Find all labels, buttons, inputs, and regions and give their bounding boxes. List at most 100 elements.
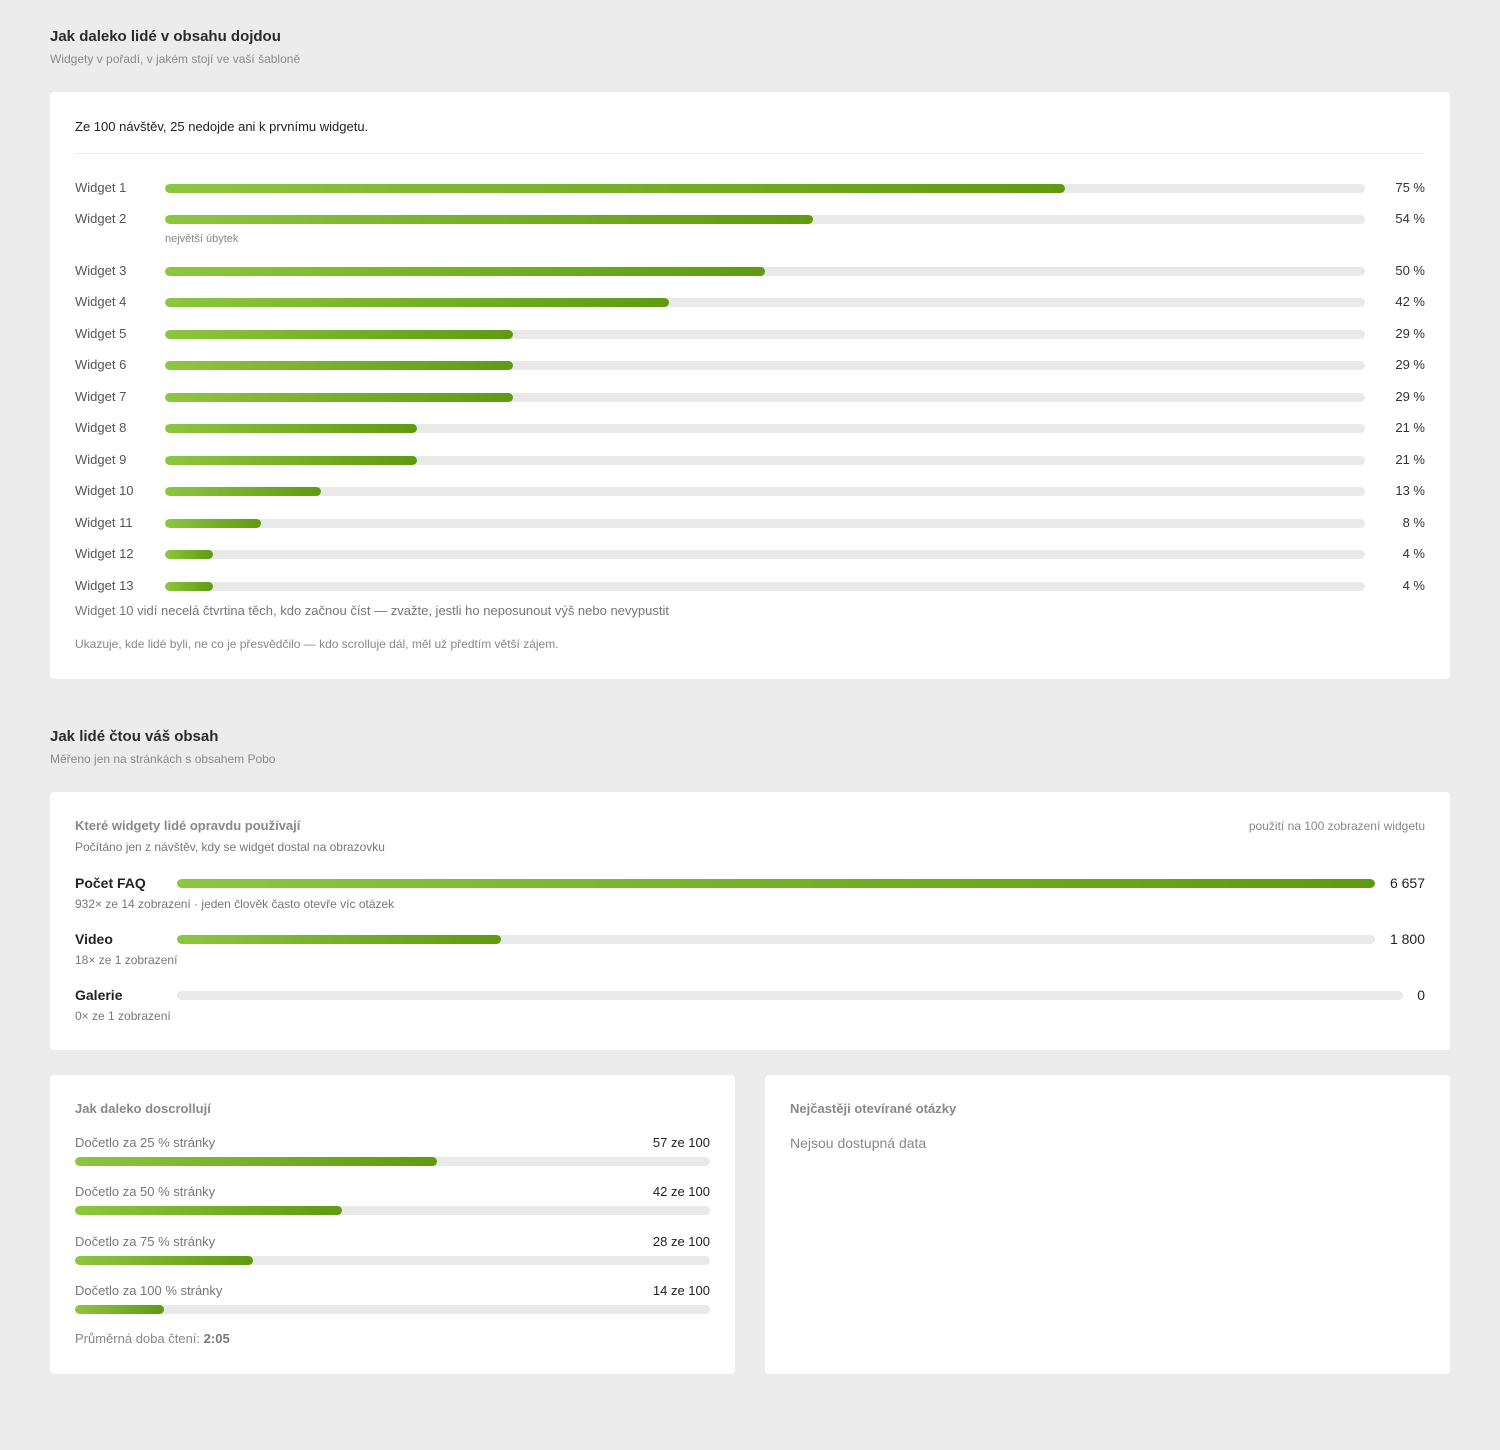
- scroll-row-label: Dočetlo za 100 % stránky: [75, 1283, 223, 1298]
- funnel-row-label: Widget 8: [75, 420, 127, 435]
- scroll-row: Dočetlo za 50 % stránky 42 ze 100: [75, 1184, 710, 1218]
- reading-section-title: Jak lidé čtou váš obsah: [50, 728, 219, 745]
- funnel-bar-track: [165, 456, 1365, 465]
- funnel-row: Widget 1 75 %: [75, 180, 1425, 196]
- funnel-row-label: Widget 10: [75, 483, 134, 498]
- funnel-row-value: 29 %: [1395, 389, 1425, 404]
- average-reading-time-value: 2:05: [203, 1331, 230, 1346]
- scroll-row-value: 14 ze 100: [652, 1283, 710, 1298]
- scroll-row-label: Dočetlo za 25 % stránky: [75, 1135, 216, 1150]
- funnel-row: Widget 11 8 %: [75, 515, 1425, 531]
- scroll-row-label: Dočetlo za 50 % stránky: [75, 1184, 216, 1199]
- funnel-row-value: 21 %: [1395, 452, 1425, 467]
- funnel-row-label: Widget 7: [75, 389, 127, 404]
- funnel-row: Widget 8 21 %: [75, 420, 1425, 436]
- funnel-card: Ze 100 návštěv, 25 nedojde ani k prvnímu…: [50, 92, 1450, 679]
- funnel-bar: [165, 582, 213, 591]
- funnel-bar-track: [165, 298, 1365, 307]
- funnel-bar: [165, 330, 513, 339]
- funnel-row-value: 8 %: [1402, 515, 1425, 530]
- usage-subtitle: Počítáno jen z návštěv, kdy se widget do…: [75, 840, 385, 854]
- funnel-divider: [75, 153, 1425, 154]
- usage-row-value: 0: [1417, 987, 1425, 1003]
- funnel-row: Widget 13 4 %: [75, 578, 1425, 594]
- usage-bar: [177, 935, 501, 944]
- usage-row-value: 6 657: [1389, 875, 1425, 891]
- funnel-bar-track: [165, 330, 1365, 339]
- funnel-bar: [165, 550, 213, 559]
- funnel-row-label: Widget 2: [75, 211, 127, 226]
- average-reading-time: Průměrná doba čtení: 2:05: [75, 1331, 230, 1346]
- funnel-bar: [165, 424, 417, 433]
- funnel-bar-track: [165, 487, 1365, 496]
- funnel-section-subtitle: Widgety v pořadí, v jakém stojí ve vaší …: [50, 52, 301, 66]
- funnel-bar: [165, 215, 813, 224]
- usage-unit-label: použití na 100 zobrazení widgetu: [1248, 819, 1425, 833]
- scroll-row: Dočetlo za 25 % stránky 57 ze 100: [75, 1135, 710, 1169]
- funnel-bar: [165, 361, 513, 370]
- funnel-bar-track: [165, 519, 1365, 528]
- scroll-bar: [75, 1157, 437, 1166]
- funnel-row-value: 50 %: [1395, 263, 1425, 278]
- funnel-bar-track: [165, 550, 1365, 559]
- funnel-section-title: Jak daleko lidé v obsahu dojdou: [50, 28, 281, 45]
- funnel-row-value: 29 %: [1395, 326, 1425, 341]
- funnel-bar-track: [165, 361, 1365, 370]
- funnel-row: Widget 2 54 %: [75, 211, 1425, 227]
- scroll-bar: [75, 1206, 342, 1215]
- funnel-note: Widget 10 vidí necelá čtvrtina těch, kdo…: [75, 603, 669, 618]
- usage-bar-track: [177, 879, 1375, 888]
- funnel-bar: [165, 267, 765, 276]
- funnel-row-value: 4 %: [1402, 578, 1425, 593]
- funnel-bar-track: [165, 582, 1365, 591]
- usage-title: Které widgety lidé opravdu používají: [75, 818, 301, 833]
- average-reading-time-label: Průměrná doba čtení:: [75, 1331, 201, 1346]
- funnel-headline: Ze 100 návštěv, 25 nedojde ani k prvnímu…: [75, 119, 369, 134]
- biggest-drop-label: největší úbytek: [165, 233, 239, 245]
- funnel-bar: [165, 184, 1065, 193]
- funnel-row-value: 42 %: [1395, 294, 1425, 309]
- scroll-row-value: 57 ze 100: [652, 1135, 710, 1150]
- funnel-row-label: Widget 9: [75, 452, 127, 467]
- usage-row: Počet FAQ 6 657 932× ze 14 zobrazení · jed…: [75, 874, 1425, 914]
- funnel-bar-track: [165, 393, 1365, 402]
- usage-row-detail: 18× ze 1 zobrazení: [75, 953, 178, 967]
- reading-section-subtitle: Měřeno jen na stránkách s obsahem Pobo: [50, 752, 276, 766]
- scroll-row-value: 28 ze 100: [652, 1234, 710, 1249]
- usage-row: Galerie 0 0× ze 1 zobrazení: [75, 986, 1425, 1026]
- scroll-row-label: Dočetlo za 75 % stránky: [75, 1234, 216, 1249]
- funnel-bar: [165, 487, 321, 496]
- funnel-row: Widget 5 29 %: [75, 326, 1425, 342]
- funnel-footer: Ukazuje, kde lidé byli, ne co je přesvěd…: [75, 637, 559, 651]
- funnel-row-label: Widget 5: [75, 326, 127, 341]
- funnel-bar-track: [165, 215, 1365, 224]
- funnel-row: Widget 12 4 %: [75, 546, 1425, 562]
- scroll-bar-track: [75, 1256, 710, 1265]
- questions-empty-state: Nejsou dostupná data: [790, 1135, 927, 1151]
- funnel-row-value: 4 %: [1402, 546, 1425, 561]
- funnel-row: Widget 10 13 %: [75, 483, 1425, 499]
- funnel-row-value: 29 %: [1395, 357, 1425, 372]
- scroll-bar-track: [75, 1157, 710, 1166]
- usage-bar-track: [177, 991, 1403, 1000]
- funnel-row: Widget 6 29 %: [75, 357, 1425, 373]
- scroll-bar-track: [75, 1305, 710, 1314]
- scroll-title: Jak daleko doscrollují: [75, 1101, 211, 1116]
- funnel-row-value: 54 %: [1395, 211, 1425, 226]
- funnel-row-label: Widget 6: [75, 357, 127, 372]
- funnel-row-label: Widget 12: [75, 546, 134, 561]
- funnel-row-label: Widget 3: [75, 263, 127, 278]
- funnel-row: Widget 7 29 %: [75, 389, 1425, 405]
- funnel-bar-track: [165, 184, 1365, 193]
- funnel-row: Widget 3 50 %: [75, 263, 1425, 279]
- funnel-row-label: Widget 1: [75, 180, 127, 195]
- top-questions-card: Nejčastěji otevírané otázky Nejsou dostu…: [765, 1075, 1450, 1374]
- usage-row-value: 1 800: [1389, 931, 1425, 947]
- funnel-row-label: Widget 13: [75, 578, 134, 593]
- scroll-depth-card: Jak daleko doscrollují Dočetlo za 25 % s…: [50, 1075, 735, 1374]
- funnel-row: Widget 4 42 %: [75, 294, 1425, 310]
- scroll-row-value: 42 ze 100: [652, 1184, 710, 1199]
- funnel-row-value: 21 %: [1395, 420, 1425, 435]
- funnel-row-value: 13 %: [1395, 483, 1425, 498]
- usage-row-detail: 932× ze 14 zobrazení · jeden člověk čast…: [75, 897, 395, 911]
